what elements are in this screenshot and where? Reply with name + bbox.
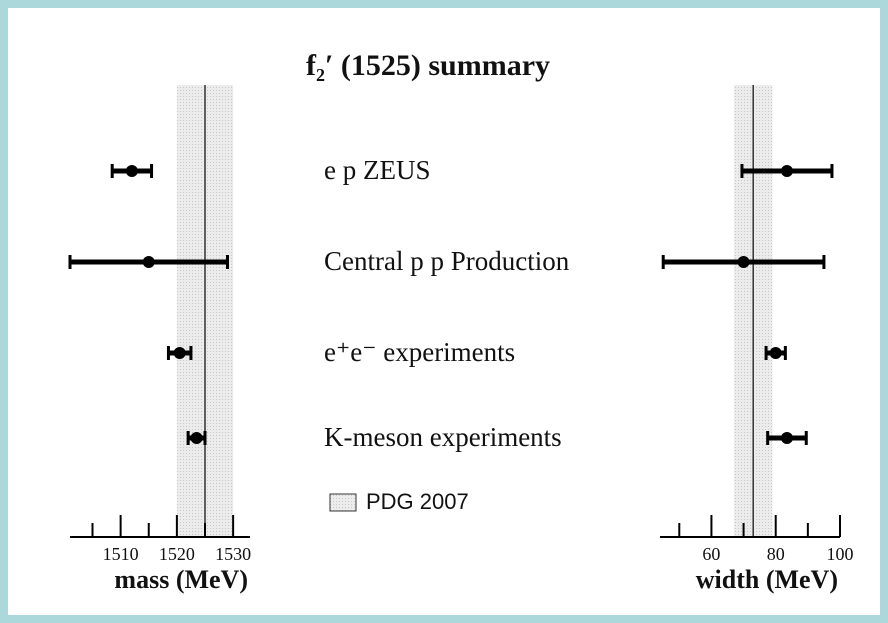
category-label: K-meson experiments [324,422,562,452]
data-point [780,432,793,444]
legend-swatch [329,493,357,512]
data-point [125,165,138,177]
category-label: e p ZEUS [324,155,430,185]
x-tick-label: 1520 [159,544,195,564]
x-tick-label: 1510 [103,544,139,564]
x-tick-label: 100 [827,544,854,564]
data-point [190,432,203,444]
chart-title: f₂′ (1525) summary [306,49,550,82]
data-point [142,256,155,268]
x-axis-label: mass (MeV) [114,565,248,594]
x-tick-label: 60 [702,544,720,564]
data-point [780,165,793,177]
legend-label: PDG 2007 [366,489,469,514]
x-tick-label: 80 [767,544,785,564]
data-point [769,347,782,359]
category-label: Central p p Production [324,246,570,276]
x-tick-label: 1530 [215,544,251,564]
data-point [737,256,750,268]
category-label: e⁺e⁻ experiments [324,337,515,367]
x-axis-label: width (MeV) [696,565,838,594]
data-point [173,347,186,359]
